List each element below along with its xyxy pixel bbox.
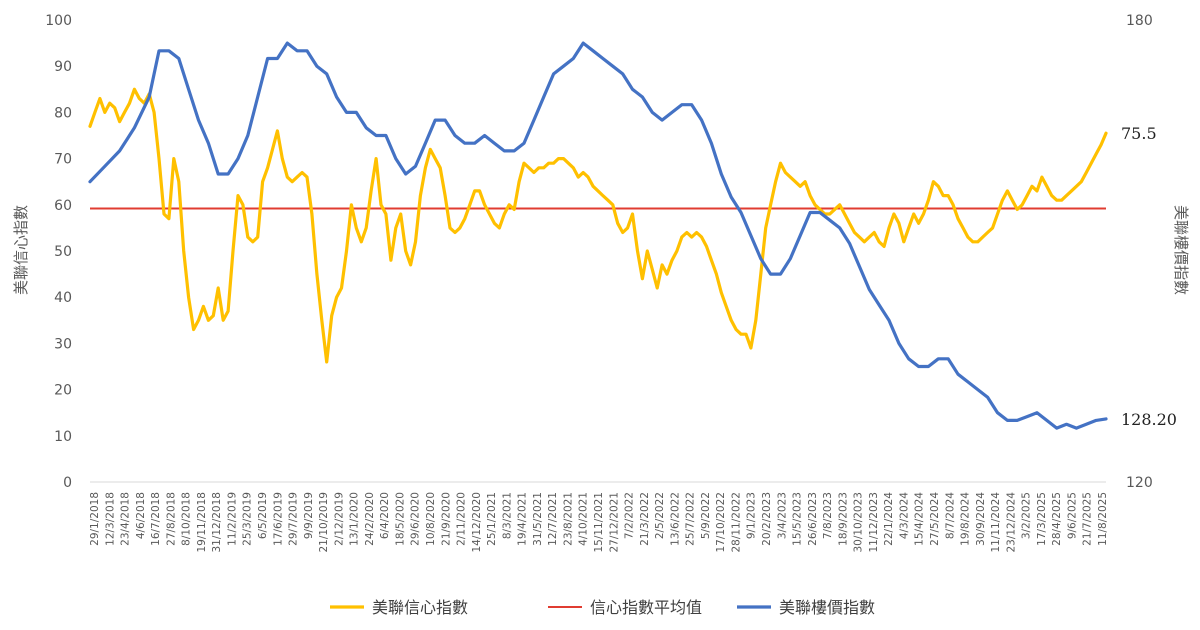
- x-tick-label: 23/12/2024: [1005, 492, 1017, 553]
- x-tick-label: 18/9/2023: [837, 492, 849, 546]
- x-tick-label: 28/11/2022: [730, 492, 742, 553]
- y-left-tick-label: 70: [54, 152, 72, 168]
- x-tick-label: 17/6/2019: [272, 492, 284, 546]
- x-tick-label: 25/7/2022: [685, 492, 697, 546]
- x-tick-label: 30/9/2024: [975, 492, 987, 546]
- x-tick-label: 4/3/2024: [898, 492, 910, 539]
- x-tick-label: 11/11/2024: [990, 492, 1002, 553]
- x-tick-label: 2/5/2022: [654, 492, 666, 539]
- x-tick-label: 7/2/2022: [624, 492, 636, 539]
- x-tick-label: 18/5/2020: [394, 492, 406, 546]
- legend-item-price-index: 美聯樓價指數: [737, 598, 875, 617]
- x-tick-label: 3/2/2025: [1021, 492, 1033, 539]
- y-left-tick-label: 90: [54, 59, 72, 75]
- legend: 美聯信心指數 信心指數平均值 美聯樓價指數: [330, 598, 875, 617]
- x-tick-label: 4/10/2021: [578, 492, 590, 546]
- x-tick-label: 8/7/2024: [944, 492, 956, 539]
- x-tick-label: 30/10/2023: [853, 492, 865, 553]
- x-tick-label: 27/12/2021: [608, 492, 620, 553]
- y-axis-right-title: 美聯樓價指數: [1172, 205, 1190, 295]
- y-right-tick-label: 180: [1126, 13, 1153, 29]
- price-index-line: [88, 41, 1108, 430]
- x-tick-label: 19/11/2018: [196, 492, 208, 553]
- y-left-tick-label: 100: [45, 13, 72, 29]
- x-tick-label: 16/7/2018: [150, 492, 162, 546]
- y-axis-left-title: 美聯信心指數: [12, 205, 30, 295]
- x-tick-label: 27/8/2018: [165, 492, 177, 546]
- y-axis-left-ticks: 0 10 20 30 40 50 60 70 80 90 100: [45, 13, 72, 491]
- x-tick-label: 6/5/2019: [257, 492, 269, 539]
- x-tick-label: 29/6/2020: [410, 492, 422, 546]
- x-tick-label: 27/5/2024: [929, 492, 941, 546]
- x-tick-label: 26/6/2023: [807, 492, 819, 546]
- y-left-tick-label: 60: [54, 198, 72, 214]
- x-tick-label: 25/1/2021: [486, 492, 498, 546]
- x-tick-label: 25/3/2019: [242, 492, 254, 546]
- x-tick-label: 13/6/2022: [669, 492, 681, 546]
- x-tick-label: 15/11/2021: [593, 492, 605, 553]
- x-tick-label: 24/2/2020: [364, 492, 376, 546]
- x-tick-label: 3/4/2023: [776, 492, 788, 539]
- x-tick-label: 23/4/2018: [120, 492, 132, 546]
- confidence-end-label: 75.5: [1121, 124, 1157, 143]
- legend-label-average: 信心指數平均值: [590, 598, 702, 617]
- x-tick-label: 15/5/2023: [792, 492, 804, 546]
- end-labels: 75.5 128.20: [1121, 124, 1177, 429]
- x-tick-label: 21/3/2022: [639, 492, 651, 546]
- x-tick-label: 12/3/2018: [104, 492, 116, 546]
- x-tick-label: 19/4/2021: [517, 492, 529, 546]
- y-right-tick-label: 120: [1126, 475, 1153, 491]
- x-tick-label: 22/1/2024: [883, 492, 895, 546]
- x-tick-label: 9/1/2023: [746, 492, 758, 539]
- x-tick-label: 11/8/2025: [1097, 492, 1109, 546]
- x-tick-label: 21/10/2019: [318, 492, 330, 553]
- y-left-tick-label: 30: [54, 336, 72, 352]
- x-tick-label: 28/4/2025: [1051, 492, 1063, 546]
- series-layer: [88, 41, 1108, 430]
- legend-item-confidence: 美聯信心指數: [330, 598, 468, 617]
- y-left-tick-label: 10: [54, 429, 72, 445]
- x-tick-label: 21/9/2020: [440, 492, 452, 546]
- x-tick-label: 14/12/2020: [471, 492, 483, 553]
- y-left-tick-label: 50: [54, 244, 72, 260]
- y-axis-right-ticks: 120 180: [1126, 13, 1153, 491]
- x-tick-label: 31/12/2018: [211, 492, 223, 553]
- x-tick-label: 23/8/2021: [562, 492, 574, 546]
- x-tick-label: 8/10/2018: [181, 492, 193, 546]
- x-tick-label: 9/9/2019: [303, 492, 315, 539]
- legend-label-confidence: 美聯信心指數: [372, 598, 468, 617]
- x-tick-label: 13/1/2020: [349, 492, 361, 546]
- x-tick-label: 29/1/2018: [89, 492, 101, 546]
- x-tick-label: 11/2/2019: [226, 492, 238, 546]
- x-tick-label: 29/7/2019: [288, 492, 300, 546]
- x-tick-label: 21/7/2025: [1082, 492, 1094, 546]
- x-tick-label: 2/11/2020: [456, 492, 468, 546]
- x-tick-label: 4/6/2018: [135, 492, 147, 539]
- x-tick-label: 5/9/2022: [700, 492, 712, 539]
- x-tick-label: 12/7/2021: [547, 492, 559, 546]
- confidence-index-line: [88, 87, 1108, 364]
- legend-label-price-index: 美聯樓價指數: [779, 598, 875, 617]
- price-index-end-label: 128.20: [1121, 410, 1177, 429]
- y-left-tick-label: 0: [63, 475, 72, 491]
- x-tick-label: 7/8/2023: [822, 492, 834, 539]
- x-tick-label: 8/3/2021: [501, 492, 513, 539]
- y-left-tick-label: 20: [54, 383, 72, 399]
- x-tick-label: 6/4/2020: [379, 492, 391, 539]
- x-tick-label: 19/8/2024: [960, 492, 972, 546]
- x-tick-label: 10/8/2020: [425, 492, 437, 546]
- y-left-tick-label: 40: [54, 290, 72, 306]
- x-tick-label: 11/12/2023: [868, 492, 880, 553]
- x-tick-label: 2/12/2019: [333, 492, 345, 546]
- x-axis-ticks: 29/1/2018 12/3/2018 23/4/2018 4/6/2018 16/7/…: [89, 492, 1109, 553]
- x-tick-label: 17/10/2022: [715, 492, 727, 553]
- y-left-tick-label: 80: [54, 105, 72, 121]
- x-tick-label: 31/5/2021: [532, 492, 544, 546]
- x-tick-label: 20/2/2023: [761, 492, 773, 546]
- x-tick-label: 17/3/2025: [1036, 492, 1048, 546]
- legend-item-average: 信心指數平均值: [548, 598, 702, 617]
- x-tick-label: 15/4/2024: [914, 492, 926, 546]
- x-tick-label: 9/6/2025: [1066, 492, 1078, 539]
